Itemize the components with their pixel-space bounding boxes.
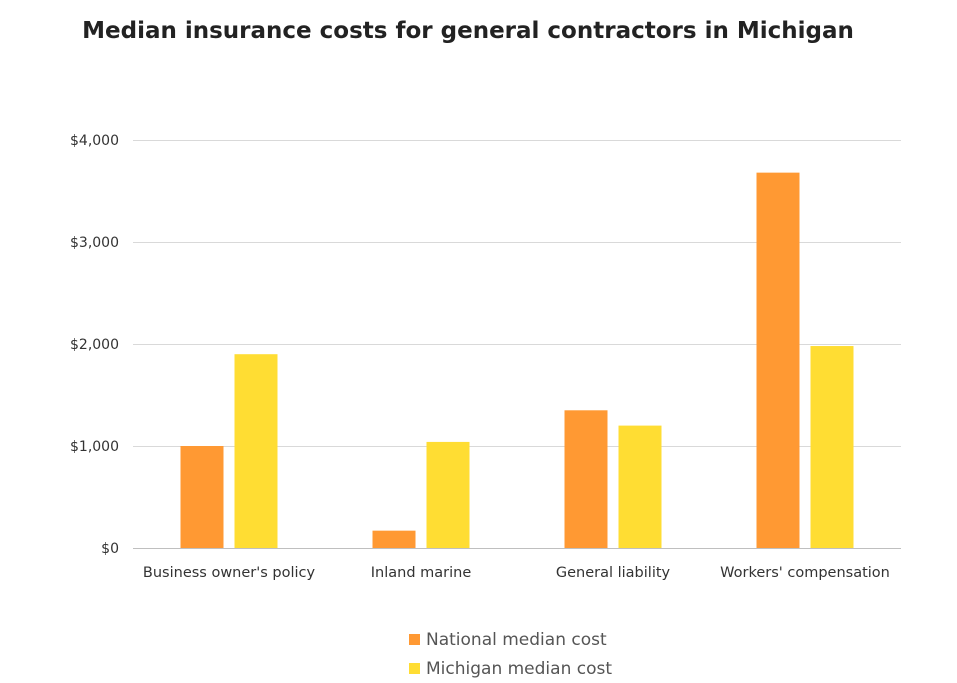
bar-michigan [426, 441, 470, 548]
bar-michigan [234, 354, 278, 548]
y-axis-ticks: $0 $1,000 $2,000 $3,000 $4,000 [70, 133, 119, 557]
bar-chart: $0 $1,000 $2,000 $3,000 $4,000 Business owne… [70, 133, 901, 581]
chart-title: Median insurance costs for general contr… [82, 18, 854, 44]
legend-swatch-national [409, 634, 420, 645]
bar-national [564, 410, 608, 548]
y-tick-label: $4,000 [70, 133, 119, 149]
x-category-label: Business owner's policy [143, 565, 316, 581]
x-axis-labels: Business owner's policy Inland marine Gene… [143, 565, 890, 581]
bars [180, 172, 854, 548]
bar-michigan [810, 346, 854, 548]
y-tick-label: $0 [101, 541, 119, 557]
x-category-label: Inland marine [371, 565, 472, 581]
legend-label-national: National median cost [426, 629, 607, 650]
legend: National median cost Michigan median cos… [409, 625, 612, 683]
legend-swatch-michigan [409, 663, 420, 674]
x-category-label: General liability [556, 565, 671, 581]
y-tick-label: $1,000 [70, 439, 119, 455]
legend-item-michigan: Michigan median cost [409, 654, 612, 683]
x-category-label: Workers' compensation [720, 565, 890, 581]
legend-item-national: National median cost [409, 625, 612, 654]
bar-national [180, 446, 224, 548]
y-tick-label: $2,000 [70, 337, 119, 353]
bar-national [756, 172, 800, 548]
bar-michigan [618, 425, 662, 548]
legend-label-michigan: Michigan median cost [426, 658, 613, 679]
y-tick-label: $3,000 [70, 235, 119, 251]
bar-national [372, 530, 416, 548]
